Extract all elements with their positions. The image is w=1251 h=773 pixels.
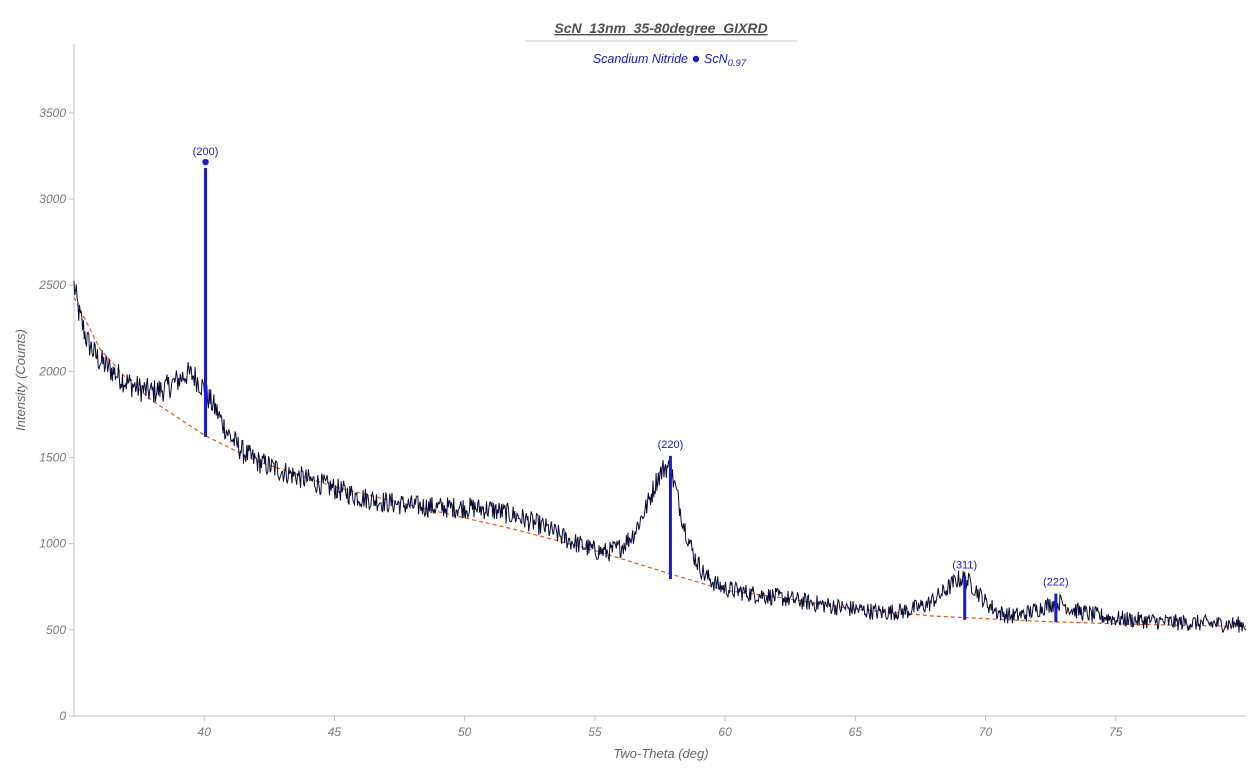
y-tick-label: 500 [46, 623, 66, 637]
x-tick-label: 70 [979, 725, 993, 739]
reference-peak-label: (222) [1043, 577, 1069, 589]
y-tick-label: 3000 [39, 192, 66, 206]
legend-marker [692, 55, 700, 63]
y-tick-label: 0 [59, 709, 66, 723]
x-tick-label: 60 [718, 725, 732, 739]
axes [73, 44, 1246, 717]
reference-peak-label: (220) [658, 439, 684, 451]
x-tick-label: 40 [198, 725, 212, 739]
legend-formula: ScN0.97 [704, 52, 747, 69]
x-axis-label: Two-Theta (deg) [613, 746, 708, 761]
legend-formula-base: ScN [704, 52, 729, 66]
y-axis-label: Intensity (Counts) [13, 329, 28, 431]
x-tick-label: 75 [1109, 725, 1123, 739]
reference-peak-marker [202, 158, 209, 166]
x-tick-label: 50 [458, 725, 472, 739]
y-tick-label: 3500 [39, 106, 66, 120]
reference-peak-label: (311) [952, 559, 977, 571]
reference-peak-label: (200) [193, 146, 219, 158]
x-tick-label: 55 [588, 725, 602, 739]
legend-formula-subscript: 0.97 [728, 58, 747, 69]
y-tick-label: 2000 [38, 364, 66, 378]
legend: Scandium Nitride ScN0.97 [593, 52, 747, 69]
y-tick-label: 1000 [39, 537, 66, 551]
x-tick-label: 45 [328, 725, 342, 739]
y-tick-label: 2500 [38, 278, 66, 292]
series-layer [73, 280, 1247, 633]
legend-phase-name: Scandium Nitride [593, 52, 688, 66]
chart-title: ScN_13nm_35-80degree_GIXRD [554, 20, 767, 36]
reference-peaks: (200) (220) (311) (222) [193, 146, 1069, 623]
y-tick-label: 1500 [39, 451, 66, 465]
measured-pattern-line [73, 280, 1247, 633]
background-fit-line [73, 297, 1247, 627]
x-tick-label: 65 [849, 725, 863, 739]
ticks: 40 45 50 55 60 65 70 75 0 500 1000 1500 2000 2500 3000… [38, 106, 1122, 739]
